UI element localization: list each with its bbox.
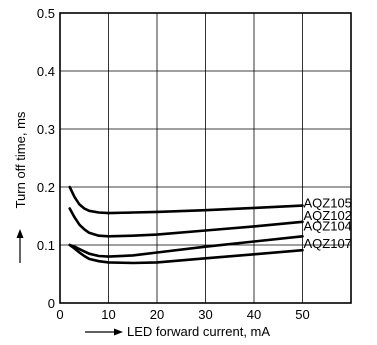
x-tick-label: 50 — [295, 307, 309, 322]
x-axis-arrowhead — [114, 328, 123, 336]
x-tick-label: 40 — [247, 307, 261, 322]
series-label-aqz102: AQZ102 — [304, 208, 352, 223]
series-line-aqz102 — [68, 207, 304, 238]
x-axis-label: LED forward current, mA — [127, 324, 270, 339]
series-label-aqz104: AQZ104 — [304, 218, 352, 233]
series-label-aqz105: AQZ105 — [304, 196, 352, 211]
x-tick-label: 10 — [101, 307, 115, 322]
series-line-aqz105 — [68, 185, 304, 215]
tick-labels: 0 10 20 30 40 50 0 0.1 0.2 0.3 0.4 0.5 — [37, 6, 310, 322]
y-tick-label: 0.1 — [37, 238, 55, 253]
series-group — [68, 185, 304, 265]
series-line-aqz107 — [68, 243, 304, 265]
x-tick-label: 30 — [198, 307, 212, 322]
y-axis-arrowhead — [16, 229, 24, 238]
series-label-aqz107: AQZ107 — [304, 236, 352, 251]
y-tick-label: 0.4 — [37, 64, 55, 79]
grid — [60, 13, 351, 303]
plot-frame — [59, 12, 352, 304]
y-tick-label: 0 — [48, 296, 55, 311]
y-tick-label: 0.5 — [37, 6, 55, 21]
y-tick-label: 0.3 — [37, 122, 55, 137]
x-tick-label: 20 — [150, 307, 164, 322]
y-tick-label: 0.2 — [37, 180, 55, 195]
x-tick-label: 0 — [56, 307, 63, 322]
series-line-aqz104 — [68, 235, 304, 258]
y-axis-label: Turn off time, ms — [13, 111, 28, 208]
